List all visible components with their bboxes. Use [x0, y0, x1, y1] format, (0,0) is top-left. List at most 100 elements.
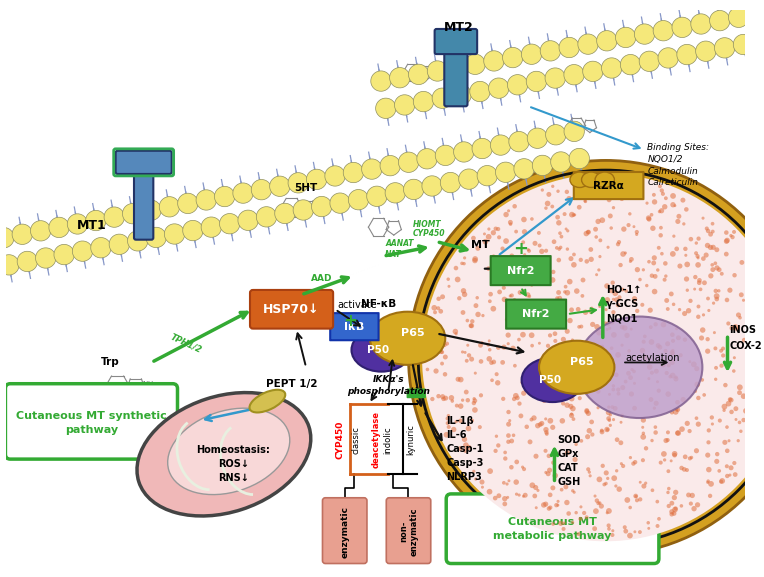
Text: MT2: MT2 [444, 21, 474, 33]
Circle shape [733, 324, 738, 330]
Ellipse shape [86, 211, 106, 231]
Circle shape [714, 248, 720, 252]
Circle shape [579, 505, 582, 508]
Circle shape [552, 239, 556, 244]
Circle shape [478, 425, 482, 429]
Circle shape [442, 396, 446, 401]
Circle shape [643, 355, 648, 360]
Circle shape [533, 454, 539, 459]
Circle shape [666, 490, 670, 494]
Circle shape [510, 294, 514, 298]
Text: CYP450: CYP450 [413, 230, 445, 238]
Circle shape [448, 395, 454, 400]
Circle shape [546, 192, 552, 197]
Circle shape [554, 357, 557, 359]
Circle shape [694, 381, 700, 387]
Circle shape [508, 419, 511, 422]
Circle shape [753, 314, 756, 318]
Circle shape [554, 503, 558, 507]
Circle shape [656, 524, 659, 528]
Circle shape [474, 303, 478, 308]
Circle shape [534, 266, 539, 271]
Ellipse shape [164, 224, 185, 244]
Circle shape [572, 253, 576, 256]
Circle shape [533, 493, 537, 499]
Circle shape [676, 335, 681, 340]
Circle shape [564, 285, 568, 288]
Ellipse shape [178, 193, 198, 213]
Circle shape [506, 422, 511, 427]
Circle shape [707, 440, 711, 444]
Circle shape [673, 507, 678, 511]
Circle shape [551, 395, 555, 399]
Ellipse shape [527, 128, 548, 148]
Circle shape [721, 404, 727, 410]
Circle shape [702, 393, 706, 397]
Circle shape [620, 288, 624, 291]
Circle shape [596, 389, 601, 394]
Text: +: + [513, 241, 528, 258]
Circle shape [610, 533, 614, 537]
Text: Nfr2: Nfr2 [523, 309, 550, 319]
Circle shape [708, 494, 712, 498]
FancyBboxPatch shape [445, 37, 468, 106]
Circle shape [510, 346, 516, 351]
Circle shape [711, 422, 714, 426]
Circle shape [520, 381, 523, 384]
Text: P50: P50 [367, 345, 390, 355]
Circle shape [606, 410, 611, 415]
Circle shape [579, 324, 583, 328]
Circle shape [527, 249, 531, 253]
Circle shape [700, 327, 705, 333]
Circle shape [565, 290, 570, 295]
Circle shape [651, 261, 656, 265]
Circle shape [600, 429, 604, 434]
Circle shape [675, 327, 678, 330]
Circle shape [440, 350, 444, 354]
Circle shape [601, 344, 604, 348]
Ellipse shape [507, 74, 528, 95]
Circle shape [670, 193, 676, 199]
Circle shape [443, 372, 447, 377]
Circle shape [755, 407, 759, 410]
FancyBboxPatch shape [446, 494, 659, 564]
Circle shape [681, 397, 686, 402]
Circle shape [568, 256, 574, 261]
Circle shape [638, 278, 642, 282]
Circle shape [647, 260, 651, 264]
Circle shape [584, 231, 589, 237]
Circle shape [513, 204, 517, 208]
Ellipse shape [201, 217, 222, 237]
Circle shape [729, 465, 733, 470]
Circle shape [503, 212, 509, 218]
Ellipse shape [390, 68, 410, 88]
Circle shape [670, 332, 675, 337]
Circle shape [521, 391, 526, 396]
Circle shape [672, 507, 678, 512]
Circle shape [724, 238, 730, 243]
Circle shape [518, 290, 523, 295]
Circle shape [615, 352, 621, 358]
Text: enzymatic: enzymatic [340, 505, 349, 557]
Circle shape [612, 206, 615, 209]
Circle shape [670, 251, 675, 257]
Circle shape [673, 376, 678, 381]
Ellipse shape [564, 65, 584, 85]
Circle shape [746, 451, 751, 455]
Circle shape [520, 317, 526, 323]
Circle shape [550, 485, 555, 490]
Circle shape [739, 293, 743, 297]
Circle shape [494, 372, 499, 376]
Ellipse shape [616, 27, 636, 48]
Circle shape [519, 414, 523, 418]
Circle shape [602, 382, 605, 385]
Circle shape [521, 466, 524, 469]
Circle shape [652, 255, 657, 260]
Circle shape [496, 345, 500, 350]
Circle shape [638, 497, 643, 501]
Text: Cutaneous MT synthetic
pathway: Cutaneous MT synthetic pathway [16, 411, 167, 435]
Text: kynuric: kynuric [406, 424, 415, 455]
Text: Homeostasis:
ROS↓
RNS↓: Homeostasis: ROS↓ RNS↓ [196, 445, 270, 483]
Circle shape [422, 174, 764, 541]
Circle shape [613, 406, 617, 411]
